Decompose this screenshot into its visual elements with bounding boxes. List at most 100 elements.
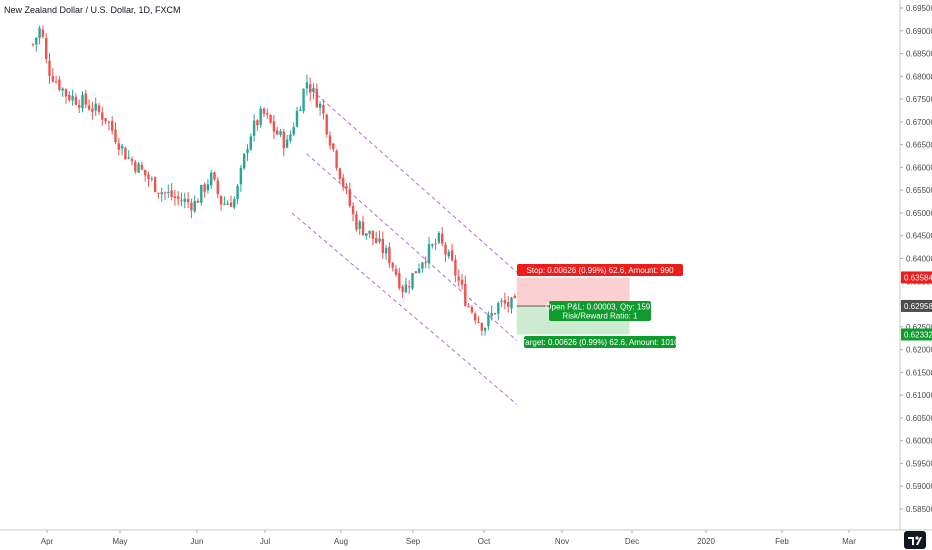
candle-body bbox=[35, 37, 38, 45]
candle-body bbox=[477, 321, 480, 323]
candle-body bbox=[467, 306, 470, 308]
candle-body bbox=[219, 195, 223, 205]
candle-body bbox=[256, 120, 259, 126]
x-tick-label: Sep bbox=[406, 537, 421, 546]
candle-body bbox=[441, 233, 444, 244]
candle-body bbox=[173, 196, 177, 199]
candle-body bbox=[490, 313, 493, 317]
candle-body bbox=[226, 203, 229, 205]
candle-body bbox=[276, 130, 279, 135]
x-tick-label: Feb bbox=[775, 537, 789, 546]
candle-body bbox=[160, 192, 163, 195]
x-tick-label: 2020 bbox=[697, 537, 715, 546]
candle-body bbox=[483, 327, 487, 331]
candle-body bbox=[97, 105, 101, 112]
pnl-label-box bbox=[549, 301, 651, 321]
candle-body bbox=[335, 150, 338, 168]
candle-body bbox=[134, 161, 137, 172]
channel-lines bbox=[291, 89, 518, 405]
candle-body bbox=[177, 196, 180, 199]
candle-body bbox=[391, 262, 394, 268]
candle-body bbox=[342, 177, 345, 187]
candle-body bbox=[81, 94, 84, 109]
candle-body bbox=[312, 87, 315, 92]
price-badge: 0.62332 bbox=[901, 328, 932, 341]
candle-body bbox=[388, 247, 391, 264]
candle-body bbox=[378, 238, 381, 242]
candle-body bbox=[243, 153, 246, 169]
candle-body bbox=[107, 121, 111, 123]
price-badges: 0.63584 0.62958 0.62332 bbox=[901, 271, 932, 341]
x-tick-label: Dec bbox=[625, 537, 639, 546]
candle-body bbox=[216, 180, 219, 195]
x-tick-label: May bbox=[112, 537, 127, 546]
candle-body bbox=[193, 201, 196, 212]
candle-body bbox=[322, 105, 325, 114]
tradingview-logo-icon bbox=[904, 531, 926, 549]
candle-body bbox=[246, 149, 249, 154]
candle-body bbox=[190, 202, 193, 211]
candle-body bbox=[111, 121, 114, 131]
candle-body bbox=[480, 323, 483, 331]
time-axis[interactable]: Apr May Jun Jul Aug Sep Oct Nov Dec 2020 Feb Mar bbox=[41, 530, 856, 546]
candle-body bbox=[381, 238, 384, 254]
x-tick-label: Aug bbox=[334, 537, 348, 546]
candle-body bbox=[338, 168, 342, 179]
candle-body bbox=[345, 186, 348, 189]
candle-body bbox=[299, 109, 302, 112]
candle-body bbox=[249, 136, 252, 150]
x-tick-label: Oct bbox=[478, 537, 491, 546]
candle-body bbox=[460, 279, 464, 285]
candle-body bbox=[358, 221, 361, 229]
price-badge: 0.63584 bbox=[901, 271, 932, 284]
candle-body bbox=[127, 157, 130, 159]
candle-body bbox=[200, 184, 203, 203]
candles bbox=[31, 25, 516, 336]
candle-body bbox=[210, 172, 213, 186]
candle-body bbox=[223, 203, 226, 205]
x-tick-label: Jun bbox=[191, 537, 204, 546]
candle-body bbox=[365, 233, 368, 236]
candle-body bbox=[269, 114, 272, 123]
candle-body bbox=[332, 143, 335, 150]
chart-title: New Zealand Dollar / U.S. Dollar, 1D, FX… bbox=[4, 5, 181, 15]
candle-body bbox=[500, 300, 503, 302]
candle-body bbox=[51, 76, 54, 82]
x-tick-label: Apr bbox=[41, 537, 54, 546]
candle-body bbox=[147, 174, 150, 180]
x-tick-label: Jul bbox=[260, 537, 270, 546]
price-badge-text: 0.62958 bbox=[904, 302, 932, 311]
x-tick-label: Mar bbox=[842, 537, 856, 546]
candle-body bbox=[104, 118, 107, 122]
y-tick-label: 0.58500 bbox=[906, 505, 932, 514]
candle-body bbox=[272, 121, 276, 132]
candle-body bbox=[120, 145, 124, 149]
candle-body bbox=[427, 244, 431, 264]
candle-body bbox=[493, 313, 497, 315]
pnl-label-text: Risk/Reward Ratio: 1 bbox=[562, 312, 638, 321]
candle-body bbox=[351, 206, 355, 215]
candle-body bbox=[507, 302, 510, 307]
candle-body bbox=[401, 286, 404, 292]
candle-body bbox=[252, 120, 256, 136]
candle-body bbox=[94, 103, 97, 111]
candle-body bbox=[233, 199, 236, 208]
candle-body bbox=[78, 105, 81, 108]
candle-body bbox=[137, 163, 140, 173]
price-badge-box bbox=[901, 271, 932, 284]
candle-body bbox=[503, 299, 507, 304]
candle-body bbox=[74, 96, 78, 105]
channel-line-lower bbox=[291, 212, 518, 405]
candle-body bbox=[470, 307, 474, 313]
